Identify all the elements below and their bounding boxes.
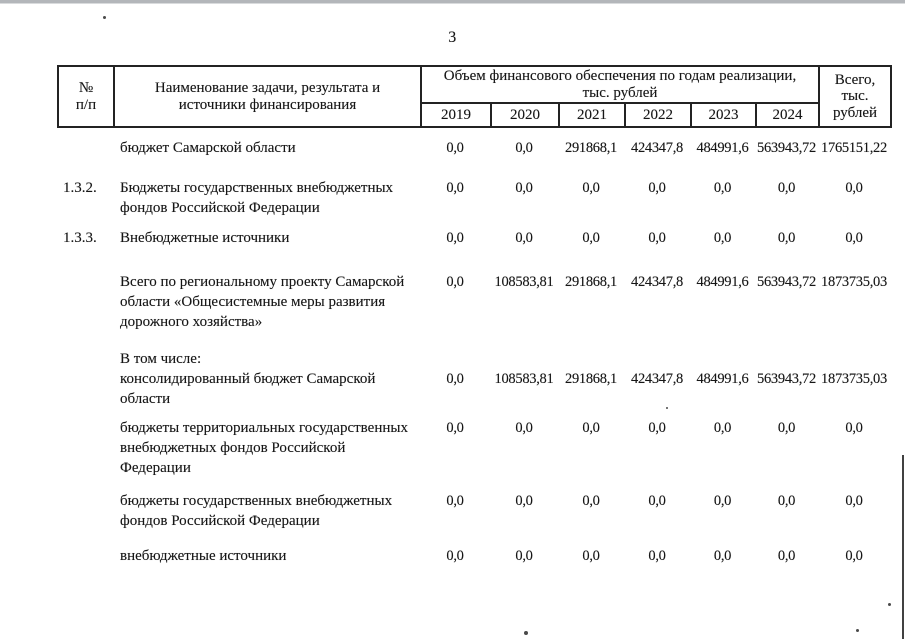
row-number-cell: 1.3.3. [63, 230, 97, 246]
value-cell-2022: 0,0 [648, 230, 666, 246]
value-cell-2023: 0,0 [713, 230, 732, 246]
value-cell-2022: 424347,8 [631, 274, 683, 290]
value-cell-2021: 291868,1 [565, 274, 617, 290]
value-cell-2022: 0,0 [648, 493, 666, 509]
table-row: бюджеты государственных внебюджетных фон… [57, 491, 890, 531]
header-col-total: Всего, тыс. рублей [818, 65, 892, 128]
header-year-2021: 2021 [558, 102, 626, 128]
value-cell-2024: 0,0 [777, 230, 796, 246]
value-cell-2023: 0,0 [713, 420, 732, 436]
scan-edge-top [0, 0, 905, 4]
value-cell-2023: 0,0 [713, 180, 732, 196]
value-cell-2021: 0,0 [582, 420, 600, 436]
value-cell-2023: 0,0 [713, 493, 732, 509]
value-cell-2019: 0,0 [446, 420, 464, 436]
total-cell: 1873735,03 [821, 274, 887, 290]
header-year-2023: 2023 [690, 102, 757, 128]
value-cell-2020: 0,0 [515, 140, 533, 156]
row-name-cell: бюджеты государственных внебюджетных фон… [120, 493, 393, 529]
value-cell-2024: 0,0 [777, 420, 796, 436]
header-year-2020: 2020 [490, 102, 560, 128]
value-cell-2020: 108583,81 [494, 274, 554, 290]
value-cell-2022: 424347,8 [631, 371, 683, 387]
table-row: 1.3.2. Бюджеты государственных внебюджет… [57, 178, 890, 218]
value-cell-2020: 108583,81 [494, 371, 554, 387]
value-cell-2020: 0,0 [515, 230, 533, 246]
scan-speck [103, 16, 106, 19]
scan-speck [524, 631, 528, 635]
row-name-cell: бюджеты территориальных государственных … [120, 420, 408, 476]
value-cell-2020: 0,0 [515, 420, 533, 436]
page-number: 3 [448, 29, 457, 46]
row-name-cell: Всего по региональному проекту Самарской… [120, 274, 405, 330]
value-cell-2020: 0,0 [515, 180, 533, 196]
value-cell-2021: 0,0 [582, 180, 600, 196]
value-cell-2022: 0,0 [648, 548, 666, 564]
value-cell-2024: 0,0 [777, 493, 796, 509]
total-cell: 0,0 [845, 230, 863, 246]
row-name-cell: В том числе: консолидированный бюджет Са… [120, 351, 376, 407]
value-cell-2022: 0,0 [648, 180, 666, 196]
row-name-cell: Бюджеты государственных внебюджетных фон… [120, 180, 394, 216]
table-row: Всего по региональному проекту Самарской… [57, 272, 890, 332]
header-year-2019: 2019 [420, 102, 492, 128]
row-name-cell: Внебюджетные источники [120, 230, 290, 246]
row-number-cell: 1.3.2. [63, 180, 97, 196]
table-row: бюджеты территориальных государственных … [57, 418, 890, 478]
value-cell-2024: 0,0 [777, 548, 796, 564]
value-cell-2023: 484991,6 [696, 274, 749, 290]
value-cell-2021: 0,0 [582, 493, 600, 509]
scan-speck [856, 629, 859, 632]
scan-edge-right [902, 455, 904, 639]
total-cell: 0,0 [845, 180, 863, 196]
header-year-2022: 2022 [624, 102, 692, 128]
value-cell-2021: 291868,1 [565, 371, 617, 387]
value-cell-2023: 0,0 [713, 548, 732, 564]
table-row: внебюджетные источники 0,0 0,0 0,0 0,0 0… [57, 546, 890, 566]
value-cell-2024: 563943,72 [757, 140, 816, 156]
value-cell-2021: 0,0 [582, 230, 600, 246]
value-cell-2019: 0,0 [446, 230, 464, 246]
scan-speck [666, 407, 668, 409]
header-col-volume: Объем финансового обеспечения по годам р… [420, 65, 820, 104]
row-name-cell: внебюджетные источники [120, 548, 287, 564]
table-row: бюджет Самарской области 0,0 0,0 291868,… [57, 138, 890, 158]
value-cell-2023: 484991,6 [696, 140, 749, 156]
table-row: 1.3.3. Внебюджетные источники 0,0 0,0 0,… [57, 228, 890, 248]
value-cell-2022: 0,0 [648, 420, 666, 436]
header-col-name: Наименование задачи, результата и источн… [113, 65, 422, 128]
value-cell-2019: 0,0 [446, 140, 464, 156]
value-cell-2021: 291868,1 [565, 140, 617, 156]
value-cell-2023: 484991,6 [696, 371, 749, 387]
value-cell-2019: 0,0 [446, 180, 464, 196]
value-cell-2024: 563943,72 [757, 371, 816, 387]
value-cell-2019: 0,0 [446, 493, 464, 509]
table-row: В том числе: консолидированный бюджет Са… [57, 349, 890, 409]
value-cell-2019: 0,0 [446, 274, 464, 290]
scan-speck [888, 603, 891, 606]
value-cell-2021: 0,0 [582, 548, 600, 564]
header-col-number: № п/п [57, 65, 115, 128]
total-cell: 1765151,22 [821, 140, 887, 156]
total-cell: 0,0 [845, 548, 863, 564]
value-cell-2024: 0,0 [777, 180, 796, 196]
table-header: № п/п Наименование задачи, результата и … [57, 65, 892, 128]
value-cell-2019: 0,0 [446, 548, 464, 564]
value-cell-2020: 0,0 [515, 493, 533, 509]
header-year-2024: 2024 [755, 102, 820, 128]
value-cell-2022: 424347,8 [631, 140, 683, 156]
total-cell: 1873735,03 [821, 371, 887, 387]
value-cell-2024: 563943,72 [757, 274, 816, 290]
row-name-cell: бюджет Самарской области [120, 140, 296, 156]
total-cell: 0,0 [845, 493, 863, 509]
value-cell-2019: 0,0 [446, 371, 464, 387]
total-cell: 0,0 [845, 420, 863, 436]
value-cell-2020: 0,0 [515, 548, 533, 564]
